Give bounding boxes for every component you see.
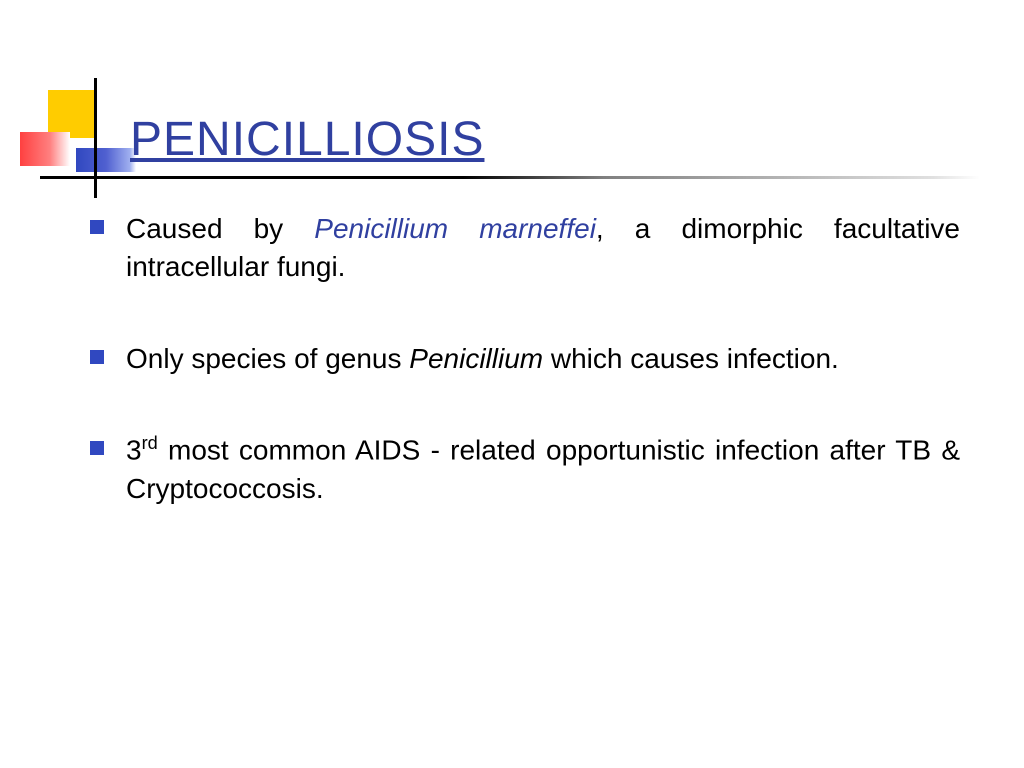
decor-square-red bbox=[20, 132, 70, 166]
text-segment: Only species of genus bbox=[126, 343, 409, 374]
text-emphasis-genus: Penicillium bbox=[409, 343, 543, 374]
text-segment: Caused by bbox=[126, 213, 314, 244]
decor-horizontal-line bbox=[40, 176, 980, 179]
bullet-icon bbox=[90, 350, 104, 364]
text-emphasis-species: Penicillium marneffei bbox=[314, 213, 596, 244]
slide-content: Caused by Penicillium marneffei, a dimor… bbox=[90, 210, 960, 561]
bullet-text: 3rd most common AIDS - related opportuni… bbox=[126, 431, 960, 507]
slide-title: PENICILLIOSIS bbox=[130, 112, 484, 167]
bullet-item: Only species of genus Penicillium which … bbox=[90, 340, 960, 378]
decor-square-blue bbox=[76, 148, 136, 172]
bullet-item: 3rd most common AIDS - related opportuni… bbox=[90, 431, 960, 507]
bullet-text: Only species of genus Penicillium which … bbox=[126, 340, 960, 378]
text-ordinal-suffix: rd bbox=[142, 433, 158, 453]
text-segment: which causes infection. bbox=[543, 343, 839, 374]
text-ordinal-number: 3 bbox=[126, 435, 142, 466]
decor-vertical-line bbox=[94, 78, 97, 198]
bullet-icon bbox=[90, 220, 104, 234]
bullet-text: Caused by Penicillium marneffei, a dimor… bbox=[126, 210, 960, 286]
bullet-icon bbox=[90, 441, 104, 455]
bullet-item: Caused by Penicillium marneffei, a dimor… bbox=[90, 210, 960, 286]
text-segment: most common AIDS - related opportunistic… bbox=[126, 435, 960, 504]
decor-square-yellow bbox=[48, 90, 96, 138]
